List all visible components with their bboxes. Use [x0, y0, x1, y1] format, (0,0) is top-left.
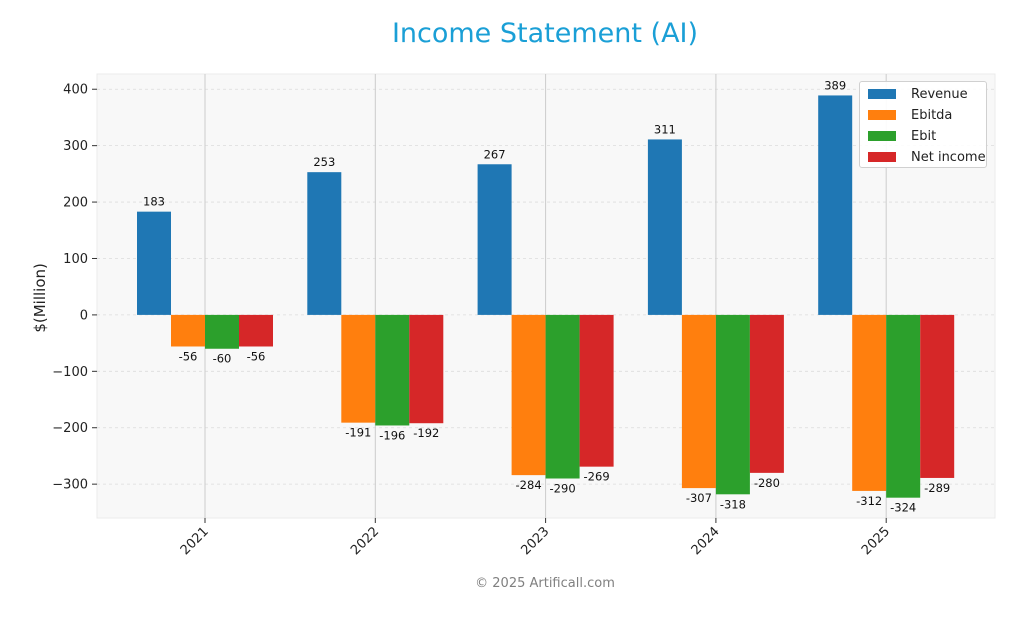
- bar-revenue: [307, 172, 342, 315]
- y-tick-label: 100: [63, 252, 88, 267]
- legend-item-net-income: Net income: [868, 149, 986, 165]
- bar-ebitda: [681, 314, 716, 489]
- y-tick-label: 200: [63, 196, 88, 211]
- y-tick-label: −200: [52, 421, 88, 436]
- bar-value-label: -312: [856, 494, 882, 508]
- bar-revenue: [137, 211, 171, 315]
- copyright-footer: © 2025 Artificall.com: [475, 576, 615, 591]
- bar-value-label: -307: [686, 491, 712, 505]
- bar-value-label: -269: [584, 470, 610, 484]
- bar-value-label: -289: [924, 481, 950, 495]
- legend-item-revenue: Revenue: [868, 86, 968, 102]
- bar-revenue: [647, 139, 682, 315]
- x-tick-label: 2021: [178, 524, 212, 558]
- y-tick-label: −100: [52, 365, 88, 380]
- x-tick-label: 2024: [689, 524, 723, 558]
- bar-net-income: [920, 314, 955, 478]
- bar-value-label: -324: [890, 501, 916, 515]
- bar-net-income: [579, 314, 614, 467]
- bar-value-label: -196: [379, 428, 405, 442]
- y-axis-label: $(Million): [31, 263, 49, 333]
- bar-value-label: -284: [516, 478, 542, 492]
- bar-value-label: 311: [654, 122, 676, 136]
- chart-legend: Revenue Ebitda Ebit Net income: [859, 81, 987, 168]
- bar-value-label: -290: [550, 482, 576, 496]
- bar-ebit: [886, 314, 921, 498]
- bar-ebitda: [511, 314, 546, 476]
- legend-item-ebit: Ebit: [868, 128, 937, 144]
- bar-value-label: 183: [143, 195, 165, 209]
- bar-value-label: -60: [213, 352, 232, 366]
- bar-value-label: -192: [413, 426, 439, 440]
- bar-revenue: [477, 164, 512, 315]
- bar-value-label: -56: [247, 349, 266, 363]
- bar-net-income: [239, 314, 273, 347]
- bar-value-label: -318: [720, 497, 746, 511]
- bar-revenue: [818, 95, 853, 315]
- legend-swatch: [868, 131, 896, 141]
- y-tick-label: 0: [80, 308, 88, 323]
- bar-ebit: [375, 314, 410, 426]
- bar-value-label: 267: [484, 147, 506, 161]
- legend-label: Revenue: [911, 86, 968, 102]
- bar-value-label: 253: [313, 155, 335, 169]
- bar-ebit: [545, 314, 580, 479]
- legend-swatch: [868, 89, 896, 99]
- x-tick-label: 2025: [859, 524, 893, 558]
- bar-value-label: -191: [345, 426, 371, 440]
- legend-swatch: [868, 110, 896, 120]
- bar-value-label: -56: [179, 349, 198, 363]
- bar-ebitda: [171, 314, 205, 347]
- legend-label: Ebit: [911, 128, 937, 144]
- y-tick-label: 400: [63, 83, 88, 98]
- legend-swatch: [868, 152, 896, 162]
- bar-ebit: [715, 314, 750, 495]
- chart-title: Income Statement (AI): [391, 18, 699, 49]
- y-tick-label: −300: [52, 478, 88, 493]
- bar-ebitda: [852, 314, 887, 491]
- bar-value-label: 389: [824, 78, 846, 92]
- bar-net-income: [749, 314, 784, 473]
- bar-ebitda: [341, 314, 376, 423]
- bar-ebit: [205, 314, 239, 349]
- y-tick-label: 300: [63, 139, 88, 154]
- x-tick-label: 2022: [348, 524, 382, 558]
- legend-label: Net income: [911, 149, 986, 165]
- legend-label: Ebitda: [911, 107, 953, 123]
- x-tick-label: 2023: [518, 524, 552, 558]
- bar-value-label: -280: [754, 476, 780, 490]
- legend-item-ebitda: Ebitda: [868, 107, 953, 123]
- bar-net-income: [409, 314, 444, 424]
